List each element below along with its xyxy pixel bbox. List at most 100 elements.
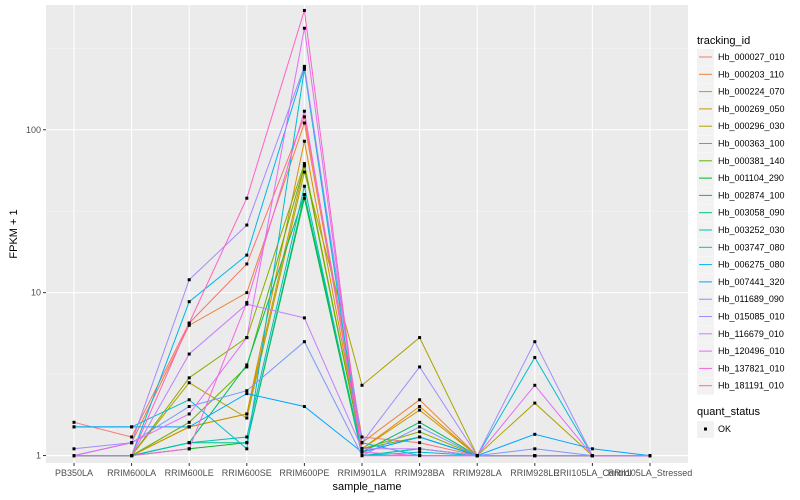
- data-point: [302, 109, 306, 113]
- x-tick-label: RRII105LA_Control: [553, 468, 631, 478]
- data-point: [187, 441, 191, 445]
- data-point: [418, 450, 422, 454]
- legend-item: Hb_000027_010: [697, 49, 785, 66]
- x-tick-label: RRIM600LA: [107, 468, 156, 478]
- legend-item: Hb_000363_100: [697, 135, 785, 153]
- x-axis-title: sample_name: [332, 481, 401, 493]
- data-point: [245, 365, 249, 369]
- legend-item: Hb_003058_090: [697, 204, 785, 222]
- data-point: [187, 321, 191, 325]
- data-point: [187, 352, 191, 356]
- legend-item: Hb_001104_290: [697, 170, 784, 188]
- data-point: [72, 425, 76, 429]
- legend-label: Hb_003252_030: [718, 225, 785, 235]
- data-point: [475, 454, 479, 458]
- data-point: [130, 425, 134, 429]
- data-point: [245, 389, 249, 393]
- data-point: [533, 401, 537, 405]
- x-tick-label: RRIM901LA: [337, 468, 386, 478]
- data-point: [245, 363, 249, 367]
- data-point: [72, 420, 76, 424]
- legend2-title: quant_status: [697, 406, 760, 418]
- legend: tracking_id Hb_000027_010 Hb_000203_110 Hb…: [697, 35, 785, 395]
- y-tick-label: 10: [31, 288, 41, 298]
- data-point: [245, 291, 249, 295]
- data-point: [187, 323, 191, 327]
- legend-label: Hb_000269_050: [718, 104, 785, 114]
- data-point: [360, 450, 364, 454]
- data-point: [302, 193, 306, 197]
- data-point: [245, 435, 249, 439]
- legend-label: Hb_003747_080: [718, 242, 785, 252]
- y-tick-label: 100: [26, 125, 41, 135]
- legend-item: Hb_000203_110: [697, 66, 784, 84]
- legend-item: Hb_120496_010: [697, 343, 785, 361]
- data-point: [302, 184, 306, 188]
- legend-item: Hb_006275_080: [697, 256, 785, 274]
- data-point: [130, 454, 134, 458]
- legend-label: Hb_007441_320: [718, 277, 785, 287]
- legend-item: Hb_000224_070: [697, 83, 785, 101]
- data-point: [187, 425, 191, 429]
- x-tick-label: RRII105LA_Stressed: [608, 468, 693, 478]
- legend-item: Hb_003747_080: [697, 239, 785, 257]
- legend-label: Hb_002874_100: [718, 190, 785, 200]
- data-point: [418, 420, 422, 424]
- data-point: [360, 447, 364, 451]
- legend-label: Hb_011689_090: [718, 294, 784, 304]
- data-point: [418, 435, 422, 439]
- data-point: [302, 26, 306, 30]
- legend-label: Hb_015085_010: [718, 312, 785, 322]
- data-point: [302, 164, 306, 168]
- data-point: [245, 441, 249, 445]
- legend2-label: OK: [718, 424, 731, 434]
- data-point: [72, 447, 76, 451]
- x-axis: PB350LA RRIM600LA RRIM600LE RRIM600SE RRIM60…: [55, 463, 692, 478]
- legend-label: Hb_000296_030: [718, 121, 785, 131]
- grid-lines: [46, 5, 688, 463]
- data-point: [130, 435, 134, 439]
- legend-item: Hb_116679_010: [697, 325, 784, 343]
- x-tick-label: PB350LA: [55, 468, 93, 478]
- data-point: [302, 115, 306, 119]
- legend-item: Hb_002874_100: [697, 187, 785, 205]
- legend-label: Hb_116679_010: [718, 329, 784, 339]
- data-point: [648, 454, 652, 458]
- data-point: [187, 420, 191, 424]
- legend-label: Hb_181191_010: [718, 381, 784, 391]
- x-tick-label: RRIM928LE: [510, 468, 559, 478]
- data-point: [187, 412, 191, 416]
- data-point: [245, 262, 249, 266]
- data-point: [360, 441, 364, 445]
- data-point: [418, 447, 422, 451]
- legend-item: Hb_000296_030: [697, 118, 785, 136]
- legend-label: Hb_000224_070: [718, 87, 785, 97]
- data-point: [418, 365, 422, 369]
- data-point: [245, 302, 249, 306]
- data-point: [302, 170, 306, 174]
- data-point: [72, 454, 76, 458]
- legend-label: Hb_000363_100: [718, 139, 785, 149]
- legend-label: Hb_000027_010: [718, 52, 785, 62]
- x-tick-label: RRIM600PE: [279, 468, 329, 478]
- data-point: [302, 162, 306, 166]
- data-point: [187, 376, 191, 380]
- legend-item: Hb_011689_090: [697, 291, 784, 309]
- data-point: [245, 196, 249, 200]
- data-point: [245, 392, 249, 396]
- data-point: [418, 441, 422, 445]
- data-point: [533, 383, 537, 387]
- data-point: [418, 405, 422, 409]
- legend-item: Hb_137821_010: [697, 360, 785, 378]
- legend2-item: OK: [697, 421, 731, 438]
- data-point: [418, 336, 422, 340]
- data-point: [418, 425, 422, 429]
- y-axis-title: FPKM + 1: [8, 209, 20, 258]
- data-point: [590, 447, 594, 451]
- data-point: [302, 121, 306, 125]
- legend-item: Hb_003252_030: [697, 222, 785, 239]
- data-point: [360, 454, 364, 458]
- legend-item: Hb_000381_140: [697, 152, 785, 170]
- data-point: [533, 432, 537, 436]
- legend-item: Hb_000269_050: [697, 100, 785, 118]
